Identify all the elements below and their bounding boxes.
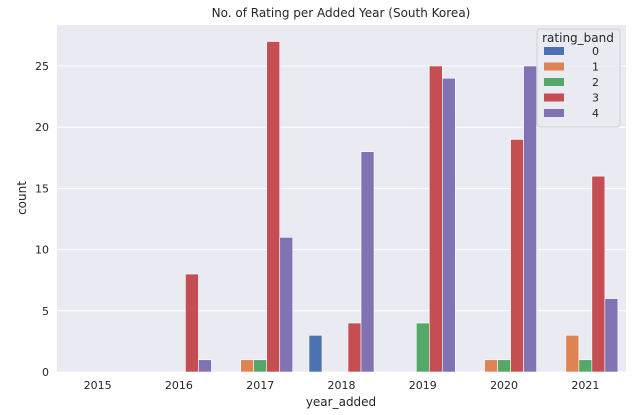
legend-swatch-3: [544, 93, 564, 102]
x-tick-label: 2020: [490, 379, 518, 392]
x-tick-label: 2017: [246, 379, 274, 392]
y-tick-label: 15: [35, 182, 49, 195]
legend-label-1: 1: [592, 61, 599, 74]
bar-2018-band-3: [347, 322, 362, 373]
x-tick-label: 2021: [571, 379, 599, 392]
bar-2018-band-0: [308, 334, 323, 373]
bar-2016-band-4: [198, 359, 212, 373]
legend-swatch-0: [544, 47, 564, 55]
y-tick-label: 25: [35, 60, 49, 73]
y-tick-labels: 0 5 10 15 20 25: [35, 60, 49, 379]
bar-2020-band-3: [510, 139, 524, 373]
legend-swatch-2: [544, 78, 564, 86]
bar-2021-band-3: [591, 175, 606, 373]
bar-2017-band-1: [240, 359, 255, 373]
bar-2019-band-3: [428, 65, 443, 373]
y-tick-label: 5: [42, 305, 49, 318]
bar-2021-band-1: [565, 334, 580, 373]
x-tick-labels: 2015 2016 2017 2018 2019 2020 2021: [84, 379, 600, 392]
x-tick-label: 2019: [409, 379, 437, 392]
y-tick-label: 10: [35, 244, 49, 257]
legend-label-2: 2: [592, 76, 599, 89]
legend-label-3: 3: [592, 92, 599, 105]
y-tick-label: 20: [35, 121, 49, 134]
bar-2021-band-4: [604, 298, 619, 373]
bar-2020-band-1: [484, 359, 498, 373]
x-axis-label: year_added: [306, 395, 376, 409]
x-tick-label: 2015: [84, 379, 112, 392]
bar-2020-band-4: [523, 65, 537, 373]
x-tick-label: 2016: [165, 379, 193, 392]
bar-2018-band-4: [360, 151, 375, 373]
bar-2017-band-4: [279, 237, 294, 373]
bar-2021-band-2: [578, 359, 593, 373]
legend-label-0: 0: [592, 45, 599, 58]
legend-swatch-1: [544, 62, 564, 71]
y-axis-label: count: [15, 181, 29, 215]
legend-items: 0 1 2 3 4: [544, 45, 599, 120]
legend: rating_band 0 1 2 3 4: [536, 28, 621, 128]
bar-2019-band-4: [441, 77, 456, 373]
bar-2019-band-2: [415, 322, 430, 373]
bars: [185, 41, 619, 373]
legend-title: rating_band: [542, 31, 614, 45]
bar-2020-band-2: [497, 359, 511, 373]
x-tick-label: 2018: [328, 379, 356, 392]
legend-swatch-4: [544, 109, 564, 117]
legend-label-4: 4: [592, 107, 599, 120]
bar-2017-band-3: [266, 41, 281, 373]
bar-2016-band-3: [185, 273, 199, 373]
chart-title: No. of Rating per Added Year (South Kore…: [212, 6, 471, 20]
y-tick-label: 0: [42, 366, 49, 379]
bar-2017-band-2: [253, 359, 268, 373]
